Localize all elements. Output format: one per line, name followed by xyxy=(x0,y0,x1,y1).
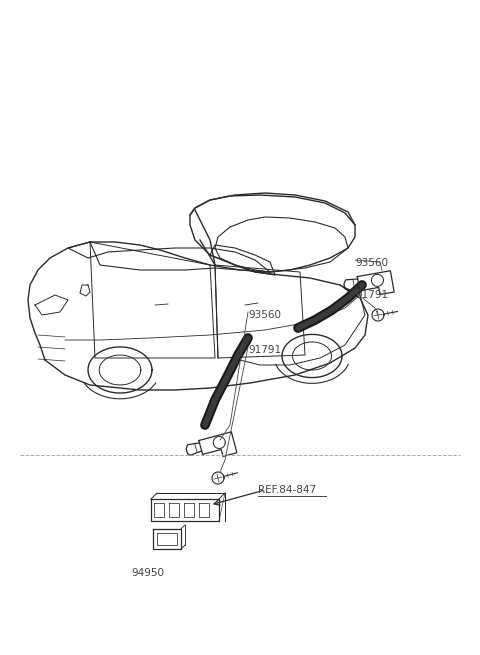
Text: 93560: 93560 xyxy=(248,310,281,320)
Text: 91791: 91791 xyxy=(355,290,388,300)
Text: 93560: 93560 xyxy=(355,258,388,268)
Text: 91791: 91791 xyxy=(248,345,281,355)
Text: 94950: 94950 xyxy=(132,568,165,578)
Text: REF.84-847: REF.84-847 xyxy=(258,485,316,495)
